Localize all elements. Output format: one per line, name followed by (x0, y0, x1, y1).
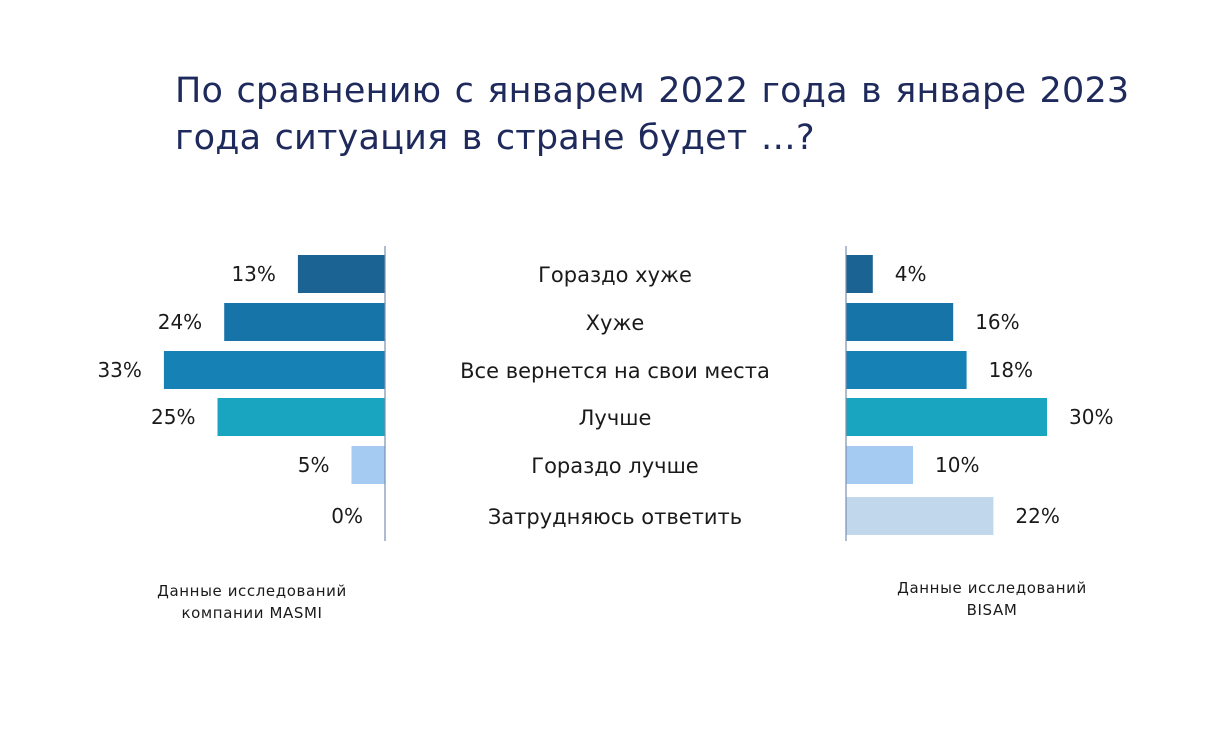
bisam-value-label-gorazdo-khuzhe: 4% (895, 262, 927, 286)
masmi-value-label-vse-vernetsya: 33% (97, 358, 141, 382)
bisam-bar-gorazdo-khuzhe (846, 255, 873, 293)
category-label-luchshe: Лучше (579, 406, 652, 430)
bisam-bar-khuzhe (846, 303, 954, 341)
category-label-gorazdo-luchshe: Гораздо лучше (531, 454, 698, 478)
masmi-source-note: Данные исследований компании MASMI (122, 580, 382, 624)
category-label-zatrudnyayus-otvetit: Затрудняюсь ответить (488, 505, 742, 529)
bisam-bar-vse-vernetsya (846, 351, 967, 389)
masmi-source-line2: компании MASMI (181, 604, 323, 622)
category-label-gorazdo-khuzhe: Гораздо хуже (538, 263, 692, 287)
bisam-value-label-gorazdo-luchshe: 10% (935, 453, 979, 477)
masmi-value-label-khuzhe: 24% (158, 310, 202, 334)
bisam-bar-gorazdo-luchshe (846, 446, 913, 484)
category-label-khuzhe: Хуже (586, 311, 645, 335)
masmi-value-label-zatrudnyayus-otvetit: 0% (331, 504, 363, 528)
masmi-bar-vse-vernetsya (163, 351, 385, 389)
masmi-value-label-luchshe: 25% (151, 405, 195, 429)
masmi-bar-luchshe (217, 398, 385, 436)
bisam-value-label-khuzhe: 16% (975, 310, 1019, 334)
bisam-bar-luchshe (846, 398, 1047, 436)
slide-title: По сравнению с январем 2022 года в январ… (175, 71, 1130, 158)
bisam-value-label-luchshe: 30% (1069, 405, 1113, 429)
masmi-bar-khuzhe (224, 303, 385, 341)
masmi-bar-gorazdo-khuzhe (297, 255, 385, 293)
masmi-bar-gorazdo-luchshe (351, 446, 385, 484)
bisam-source-note: Данные исследований BISAM (862, 577, 1122, 621)
masmi-value-label-gorazdo-khuzhe: 13% (231, 262, 275, 286)
category-label-vse-vernetsya: Все вернется на свои места (460, 359, 770, 383)
bisam-value-label-zatrudnyayus-otvetit: 22% (1015, 504, 1059, 528)
bisam-source-line1: Данные исследований (897, 579, 1087, 597)
bisam-source-line2: BISAM (966, 601, 1018, 619)
masmi-source-line1: Данные исследований (157, 582, 347, 600)
bisam-value-label-vse-vernetsya: 18% (989, 358, 1033, 382)
bisam-bar-zatrudnyayus-otvetit (846, 497, 994, 535)
masmi-value-label-gorazdo-luchshe: 5% (298, 453, 330, 477)
